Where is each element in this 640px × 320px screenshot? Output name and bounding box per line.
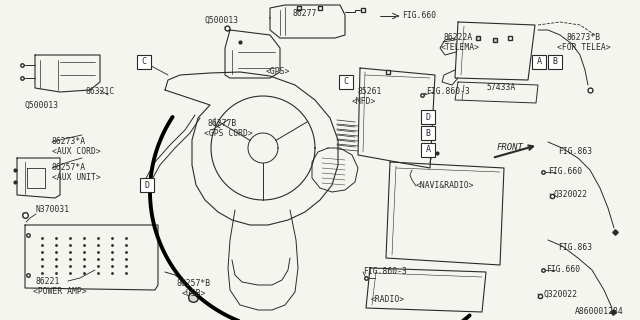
- Text: <GPS>: <GPS>: [266, 67, 290, 76]
- Text: 86277: 86277: [293, 10, 317, 19]
- Text: FIG.863: FIG.863: [558, 244, 592, 252]
- Text: B: B: [426, 129, 431, 138]
- Text: 86273*B: 86273*B: [567, 33, 601, 42]
- Text: B: B: [552, 58, 557, 67]
- Text: N370031: N370031: [36, 204, 70, 213]
- Text: <TELEMA>: <TELEMA>: [441, 43, 480, 52]
- Text: Q500013: Q500013: [205, 15, 239, 25]
- Text: Q500013: Q500013: [25, 100, 59, 109]
- Text: <AUX UNIT>: <AUX UNIT>: [52, 173, 100, 182]
- Bar: [548, 55, 562, 69]
- Text: D: D: [145, 180, 150, 189]
- Bar: [532, 55, 546, 69]
- Text: <POWER AMP>: <POWER AMP>: [33, 286, 86, 295]
- Text: Q320022: Q320022: [554, 189, 588, 198]
- Text: A: A: [426, 146, 431, 155]
- Bar: [137, 55, 151, 69]
- Text: 86221: 86221: [36, 276, 60, 285]
- Bar: [421, 143, 435, 157]
- Text: <AUX CORD>: <AUX CORD>: [52, 148, 100, 156]
- Text: 85261: 85261: [358, 87, 382, 97]
- Text: FIG.660: FIG.660: [548, 167, 582, 177]
- Text: A: A: [536, 58, 541, 67]
- Text: 57433A: 57433A: [486, 84, 516, 92]
- Text: <MFD>: <MFD>: [352, 98, 376, 107]
- Bar: [421, 126, 435, 140]
- Text: A860001284: A860001284: [575, 308, 624, 316]
- Text: FIG.660: FIG.660: [546, 266, 580, 275]
- Text: FIG.660: FIG.660: [402, 12, 436, 20]
- Bar: [421, 110, 435, 124]
- Text: FIG.863: FIG.863: [558, 148, 592, 156]
- Text: FRONT: FRONT: [497, 143, 524, 153]
- Text: FIG.860-3: FIG.860-3: [363, 268, 407, 276]
- Text: <USB>: <USB>: [182, 289, 206, 298]
- Text: D: D: [426, 113, 431, 122]
- Text: 86222A: 86222A: [443, 33, 472, 42]
- Text: 86257*A: 86257*A: [52, 164, 86, 172]
- Text: C: C: [344, 77, 349, 86]
- Text: 86277B: 86277B: [207, 119, 236, 129]
- Text: 86273*A: 86273*A: [52, 138, 86, 147]
- Text: <GPS CORD>: <GPS CORD>: [204, 130, 253, 139]
- Text: 86257*B: 86257*B: [177, 278, 211, 287]
- Bar: [140, 178, 154, 192]
- Text: FIG.860-3: FIG.860-3: [426, 86, 470, 95]
- Text: <FOR TELEA>: <FOR TELEA>: [557, 43, 611, 52]
- Text: Q320022: Q320022: [543, 290, 577, 299]
- Text: 86321C: 86321C: [85, 86, 115, 95]
- Bar: [339, 75, 353, 89]
- Text: <RADIO>: <RADIO>: [371, 295, 405, 305]
- Text: C: C: [141, 58, 147, 67]
- Text: <NAVI&RADIO>: <NAVI&RADIO>: [416, 181, 474, 190]
